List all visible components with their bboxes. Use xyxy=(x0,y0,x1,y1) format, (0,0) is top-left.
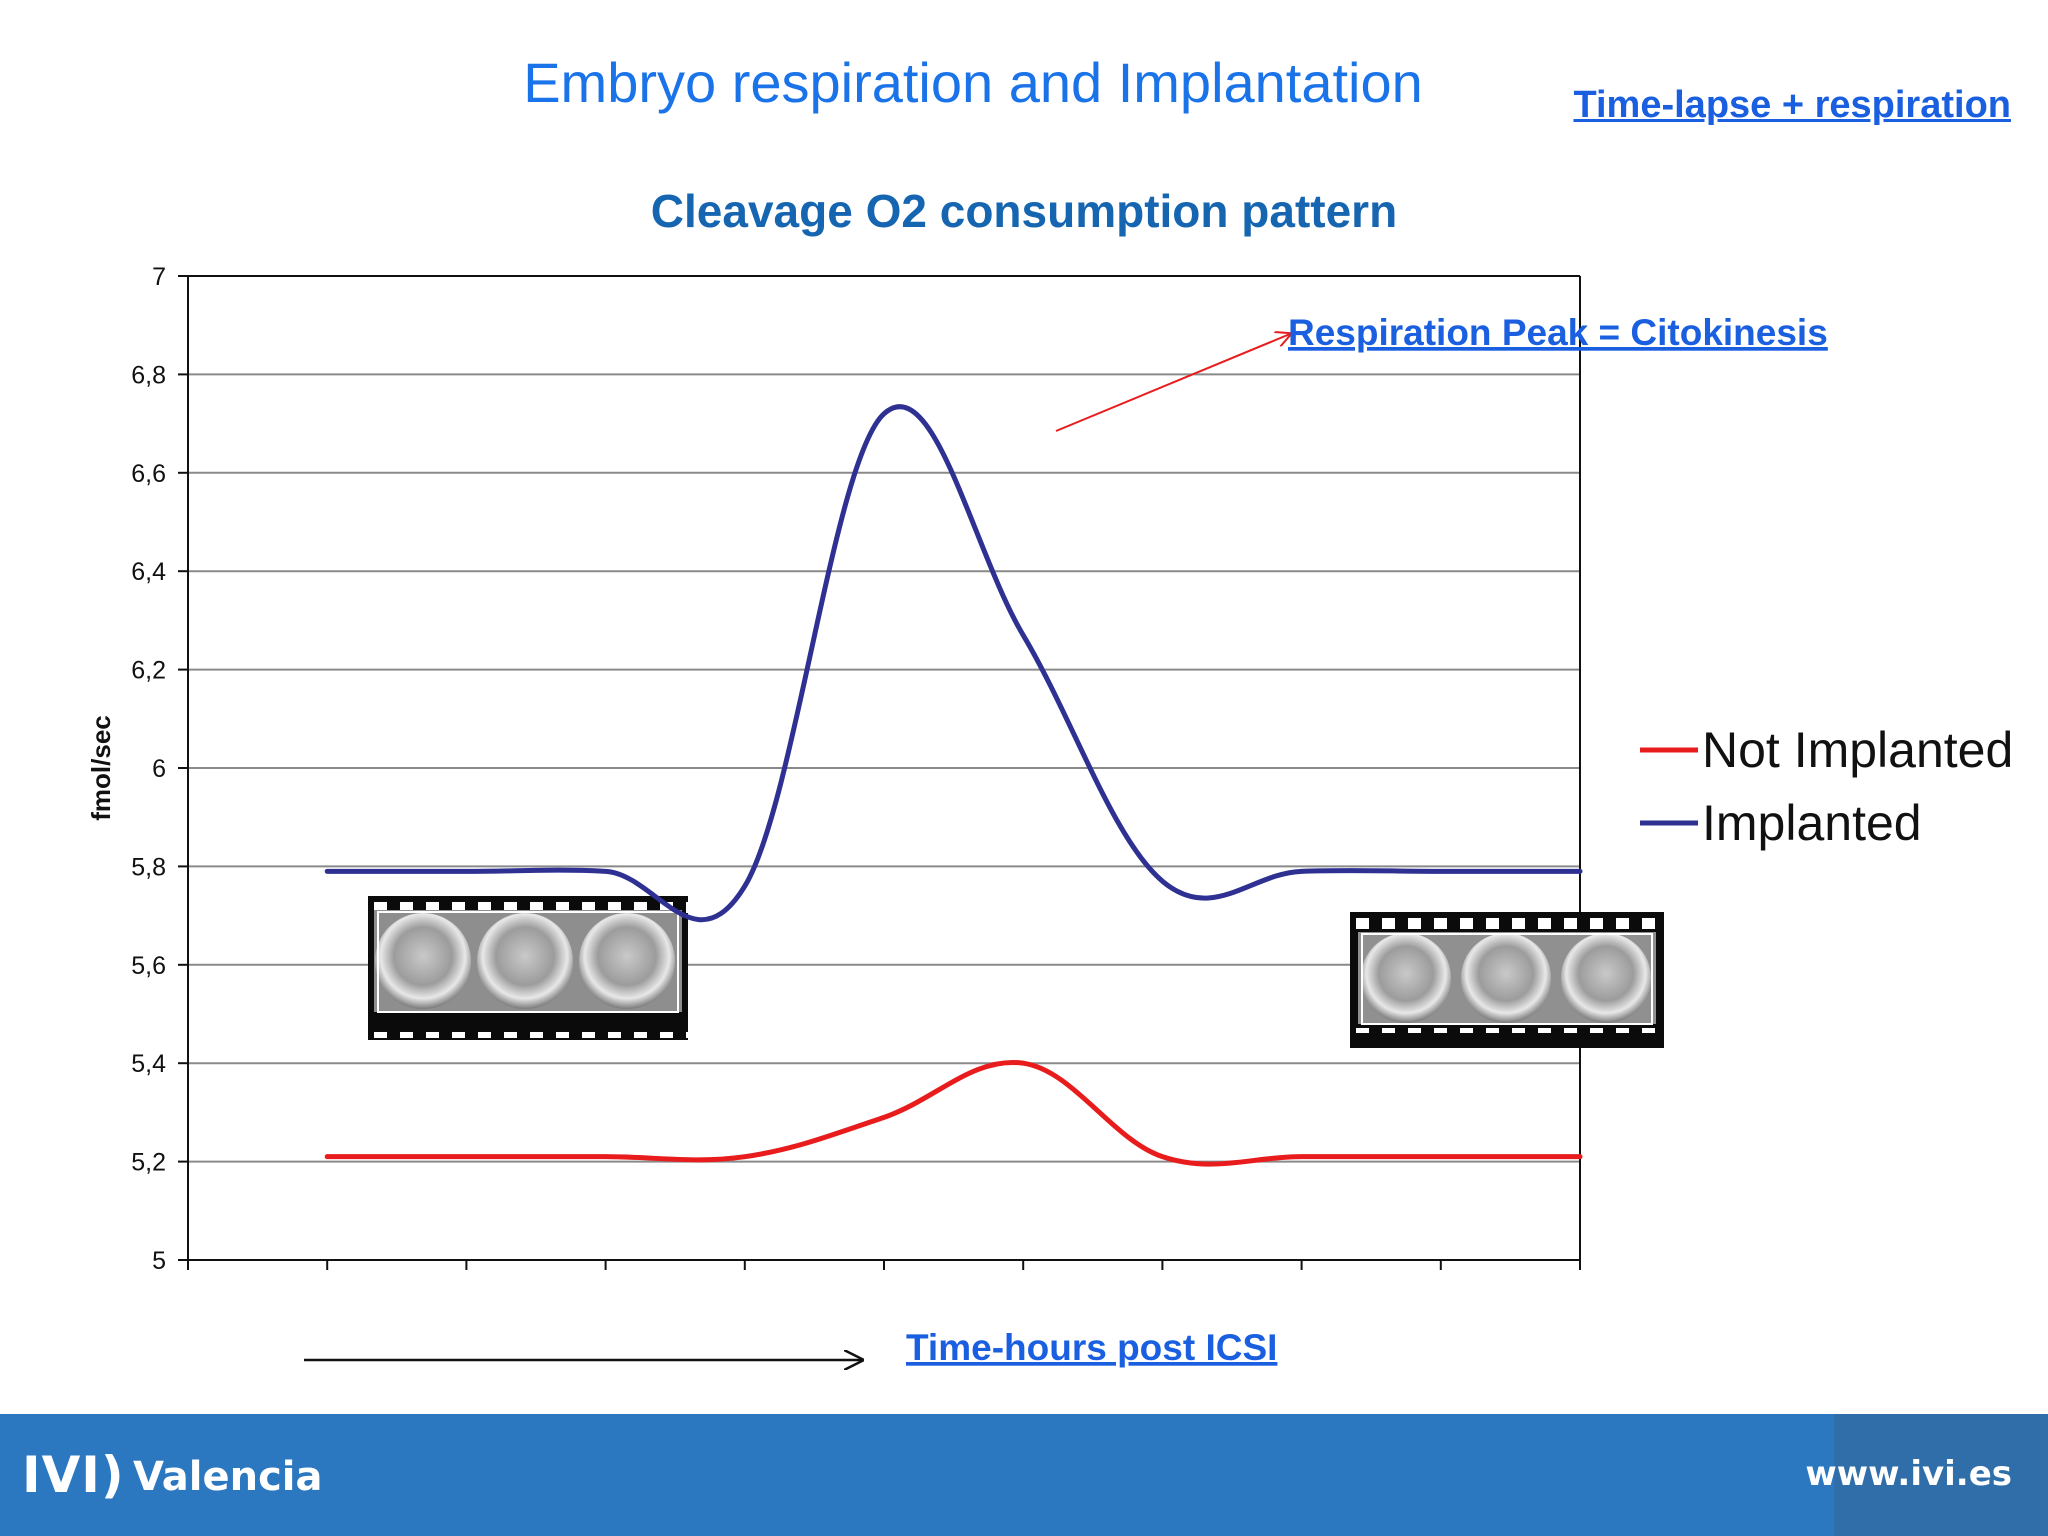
x-ticks xyxy=(187,1260,1581,1270)
chart: 5 5,2 5,4 5,6 5,8 6 6,2 6,4 6,6 6,8 7 fmol/sec Res… xyxy=(86,263,2013,1414)
y-tick-label: 6,4 xyxy=(131,558,166,586)
y-tick-labels: 5 5,2 5,4 5,6 5,8 6 6,2 6,4 6,6 6,8 7 xyxy=(131,263,166,1275)
series-line-not-implanted xyxy=(324,1059,1583,1167)
y-tick-label: 6,6 xyxy=(131,460,166,488)
footer-bar: IVI) Valencia www.ivi.es xyxy=(0,1414,2048,1536)
embryo-filmstrip-right-image xyxy=(1350,912,1664,1048)
y-tick-label: 5 xyxy=(152,1247,166,1275)
chart-title: Cleavage O2 consumption pattern xyxy=(650,185,1398,237)
timelapse-link[interactable]: Time-lapse + respiration xyxy=(1573,84,2011,126)
embryo-filmstrip-left-image xyxy=(368,896,688,1040)
legend: Not Implanted Implanted xyxy=(1640,722,2013,851)
peak-annotation[interactable]: Respiration Peak = Citokinesis xyxy=(1288,312,1828,353)
y-axis-label: fmol/sec xyxy=(86,715,116,821)
time-annotation[interactable]: Time-hours post ICSI xyxy=(906,1327,1277,1368)
legend-entry: Not Implanted xyxy=(1702,722,2013,778)
footer-right-block xyxy=(1834,1414,2048,1536)
y-tick-label: 5,2 xyxy=(131,1149,166,1177)
ivi-logo: IVI) xyxy=(22,1446,125,1504)
website-link[interactable]: www.ivi.es xyxy=(1805,1454,2012,1494)
y-tick-label: 6,8 xyxy=(131,361,166,389)
y-tick-label: 6,2 xyxy=(131,657,166,685)
y-tick-label: 5,4 xyxy=(131,1050,166,1078)
series-lines xyxy=(324,404,1583,1167)
city-label: Valencia xyxy=(133,1454,323,1500)
y-tick-label: 5,8 xyxy=(131,853,166,881)
legend-entry: Implanted xyxy=(1702,795,1922,851)
y-tick-label: 7 xyxy=(152,263,166,291)
y-tick-label: 5,6 xyxy=(131,952,166,980)
y-tick-label: 6 xyxy=(152,755,166,783)
slide-title-text: Embryo respiration and Implantation xyxy=(523,51,1423,114)
slide-title: Embryo respiration and Implantation xyxy=(420,50,1526,115)
series-line-implanted xyxy=(324,404,1583,923)
peak-annotation-arrow xyxy=(1055,334,1290,432)
